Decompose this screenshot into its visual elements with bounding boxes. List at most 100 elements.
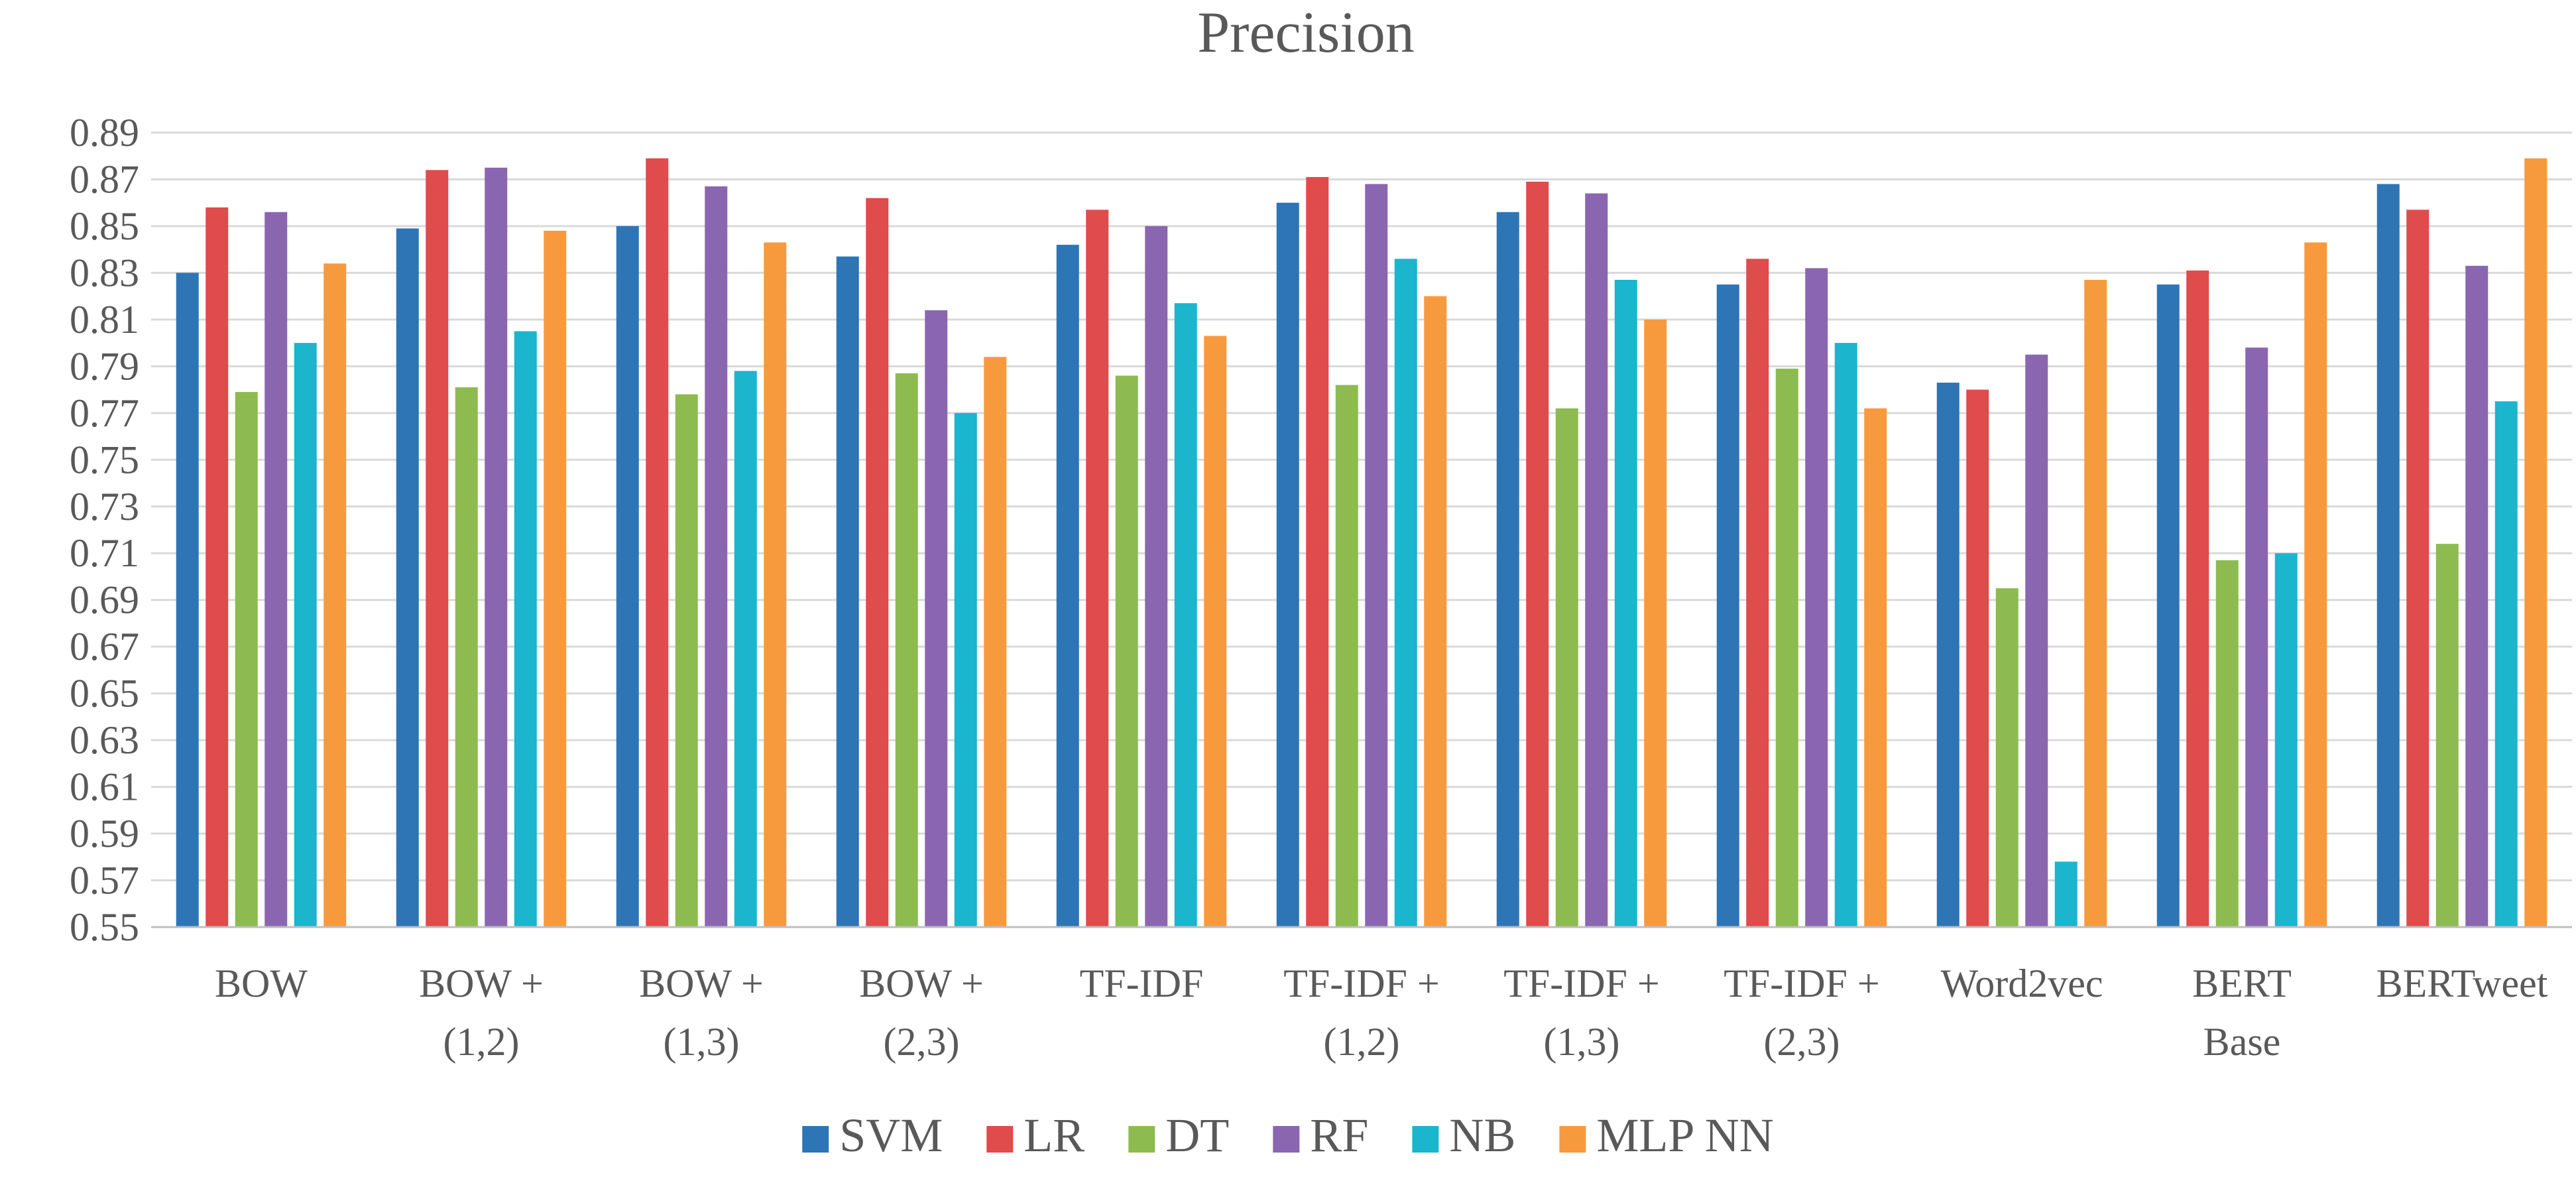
bar-rf	[925, 310, 948, 928]
bar-lr	[646, 158, 669, 928]
bar-svm	[836, 256, 859, 927]
bar-rf	[1145, 225, 1168, 927]
bar-lr	[426, 170, 449, 927]
y-tick-label: 0.57	[70, 859, 139, 903]
x-category-label: (1,2)	[1324, 1020, 1400, 1064]
y-tick-label: 0.75	[70, 438, 139, 481]
y-tick-label: 0.67	[70, 625, 139, 668]
legend-item-lr: LR	[986, 1109, 1084, 1162]
x-category-label: Word2vec	[1940, 962, 2103, 1005]
bar-dt	[1995, 588, 2019, 927]
x-category-label: BOW	[215, 962, 308, 1005]
bar-lr	[1526, 181, 1549, 927]
chart-title: Precision	[1197, 1, 1415, 65]
bar-nb	[1614, 279, 1637, 927]
bar-dt	[675, 394, 698, 927]
bar-rf	[2465, 265, 2488, 927]
bar-nb	[294, 343, 317, 927]
bar-svm	[1936, 383, 1960, 927]
bar-mlp-nn	[2524, 158, 2547, 928]
legend: SVM LR DT RF NB MLP NN	[802, 1109, 1774, 1162]
y-tick-label: 0.73	[70, 485, 139, 529]
bar-dt	[1115, 375, 1138, 927]
bar-lr	[1966, 389, 1989, 927]
y-tick-label: 0.89	[70, 111, 139, 155]
y-tick-label: 0.55	[70, 905, 139, 949]
x-axis-labels: BOW BOW + (1,2) BOW + (1,3) BOW + (2,3) TF-IDF T…	[215, 962, 2548, 1064]
bar-dt	[1555, 408, 1578, 927]
bar-dt	[895, 373, 918, 927]
x-category-label: (1,3)	[1544, 1020, 1620, 1064]
y-axis-ticks: 0.550.570.590.610.630.650.670.690.710.73…	[70, 111, 139, 949]
y-tick-label: 0.59	[70, 812, 139, 855]
bar-mlp-nn	[1864, 408, 1887, 927]
bar-dt	[2215, 560, 2239, 927]
bar-lr	[205, 207, 229, 927]
legend-swatch	[1412, 1126, 1439, 1153]
bar-lr	[2406, 210, 2430, 927]
bar-dt	[1335, 385, 1358, 927]
bar-lr	[2186, 270, 2209, 927]
x-category-label: BOW +	[859, 962, 984, 1005]
legend-label: MLP NN	[1596, 1109, 1773, 1162]
bar-nb	[514, 331, 537, 927]
legend-item-svm: SVM	[802, 1109, 943, 1162]
x-category-label: (2,3)	[884, 1020, 960, 1064]
bar-mlp-nn	[1644, 319, 1667, 928]
bar-rf	[1805, 268, 1828, 927]
legend-item-dt: DT	[1128, 1109, 1229, 1162]
x-category-label: (1,2)	[443, 1020, 520, 1064]
bar-mlp-nn	[984, 357, 1007, 927]
x-category-label: BERT	[2192, 962, 2292, 1005]
bar-svm	[1276, 202, 1299, 928]
x-category-label: BOW +	[419, 962, 544, 1005]
x-category-label: TF-IDF +	[1283, 962, 1440, 1005]
bar-mlp-nn	[1424, 296, 1447, 927]
legend-item-rf: RF	[1273, 1109, 1368, 1162]
bar-svm	[2156, 284, 2180, 927]
bar-nb	[2274, 553, 2298, 927]
bar-svm	[2376, 184, 2400, 928]
y-tick-label: 0.79	[70, 344, 139, 388]
y-tick-label: 0.63	[70, 718, 139, 762]
y-tick-label: 0.87	[70, 157, 139, 201]
bar-nb	[2054, 861, 2078, 927]
bar-dt	[1775, 368, 1798, 927]
bar-nb	[734, 371, 757, 927]
bar-lr	[1746, 259, 1769, 927]
bar-svm	[1716, 284, 1739, 927]
bar-mlp-nn	[2304, 242, 2327, 927]
y-tick-label: 0.61	[70, 765, 139, 809]
bar-dt	[2435, 544, 2459, 927]
legend-label: SVM	[839, 1109, 943, 1162]
legend-item-nb: NB	[1412, 1109, 1515, 1162]
y-tick-label: 0.85	[70, 204, 139, 248]
bar-rf	[2245, 347, 2268, 927]
bar-lr	[866, 198, 889, 927]
bar-mlp-nn	[2084, 279, 2107, 927]
x-category-label: TF-IDF +	[1503, 962, 1660, 1005]
legend-swatch	[802, 1126, 829, 1153]
x-category-label: (2,3)	[1764, 1020, 1840, 1064]
bar-svm	[396, 228, 419, 927]
legend-swatch	[1559, 1126, 1586, 1153]
bar-nb	[1394, 259, 1417, 927]
bar-svm	[176, 273, 199, 928]
bars	[176, 158, 2547, 928]
bar-svm	[1056, 245, 1079, 928]
bar-mlp-nn	[764, 242, 787, 927]
bar-rf	[1585, 193, 1608, 927]
y-tick-label: 0.69	[70, 578, 139, 622]
bar-mlp-nn	[1204, 336, 1227, 927]
y-tick-label: 0.71	[70, 531, 139, 575]
legend-item-mlp-nn: MLP NN	[1559, 1109, 1774, 1162]
bar-nb	[1174, 303, 1197, 927]
x-category-label: Base	[2203, 1020, 2281, 1064]
x-category-label: BOW +	[639, 962, 764, 1005]
bar-dt	[235, 392, 258, 927]
bar-svm	[616, 225, 639, 927]
bar-svm	[1496, 212, 1519, 927]
x-category-label: TF-IDF	[1080, 962, 1204, 1005]
y-tick-label: 0.81	[70, 298, 139, 342]
bar-rf	[705, 186, 728, 928]
